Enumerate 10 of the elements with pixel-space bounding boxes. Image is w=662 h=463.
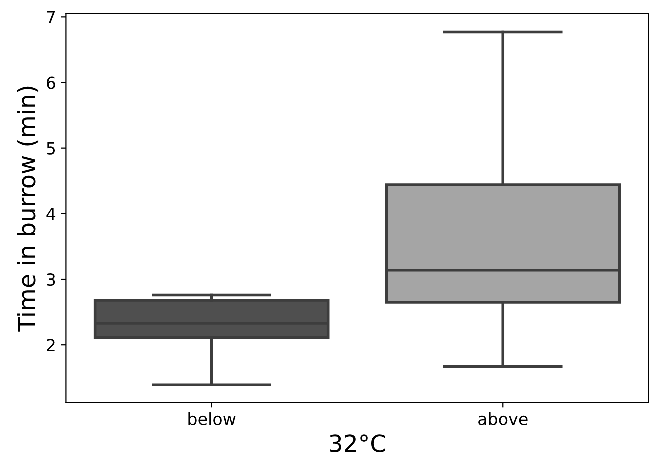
- y-tick-label: 7: [47, 11, 56, 24]
- y-tick-label: 6: [47, 76, 56, 90]
- y-tick-label: 4: [46, 208, 56, 220]
- y-axis-title: Time in burrow (min): [17, 86, 39, 332]
- x-axis-title: 32°C: [330, 434, 386, 452]
- y-tick-label: 3: [47, 273, 56, 286]
- x-tick-label: below: [188, 412, 236, 426]
- y-tick-label: 5: [47, 142, 56, 155]
- x-tick-label: above: [478, 412, 528, 426]
- y-tick-label: 2: [47, 339, 55, 352]
